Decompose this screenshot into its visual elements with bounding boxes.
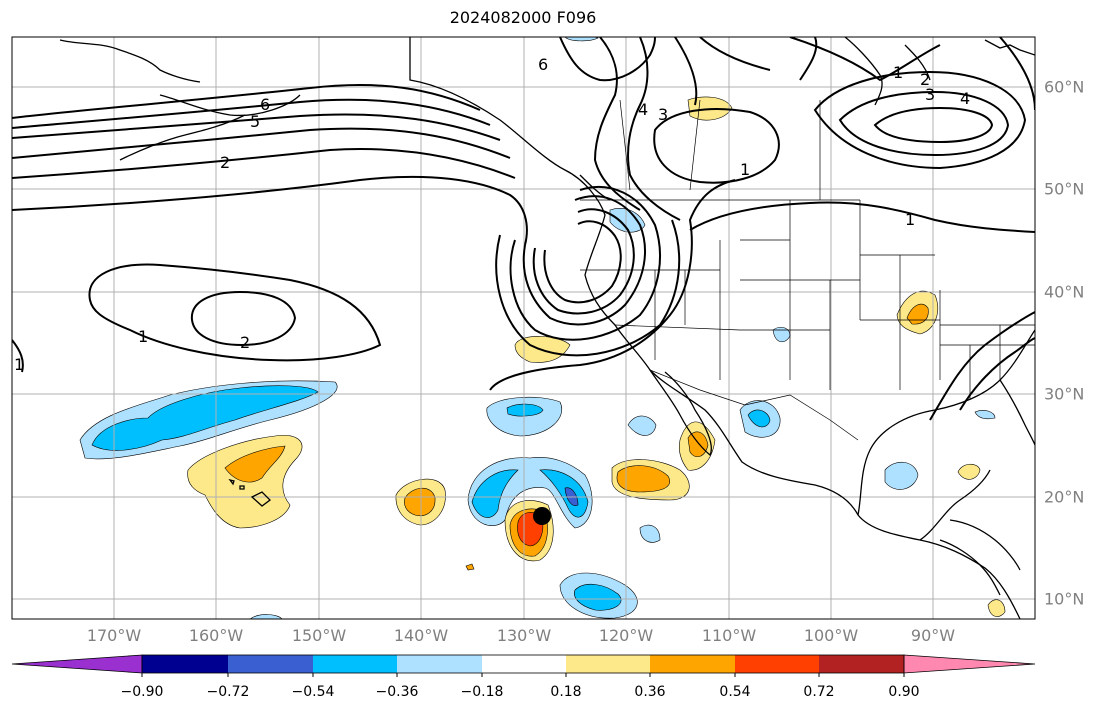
colorbar-swatch (566, 655, 650, 673)
contour-label: 4 (960, 89, 970, 108)
lat-label: 60°N (1044, 77, 1085, 97)
contour-label: 1 (14, 355, 24, 374)
colorbar-swatch (142, 655, 228, 673)
lon-label: 100°W (803, 626, 859, 645)
lon-label: 120°W (598, 626, 654, 645)
colorbar-tick-label: 0.72 (803, 684, 835, 700)
contour-label: 6 (260, 95, 270, 114)
map-frame (11, 36, 1036, 620)
contour-label-group: 6 5 2 1 2 6 4 3 1 1 2 3 4 1 1 (14, 55, 970, 374)
colorbar-swatch (819, 655, 904, 673)
lon-label: 160°W (188, 626, 244, 645)
contour-label: 4 (638, 100, 648, 119)
lon-label: 170°W (86, 626, 142, 645)
contour-label: 2 (920, 70, 930, 89)
political-borders (409, 37, 1035, 441)
contour-label: 1 (740, 160, 750, 179)
colorbar-over-arrow (903, 654, 1036, 674)
colorbar (11, 654, 1036, 677)
anomaly-shading (79, 37, 1006, 619)
contour-label: 3 (925, 85, 935, 104)
contour-label: 2 (220, 153, 230, 172)
lon-label: 90°W (910, 626, 956, 645)
graticule (12, 37, 1035, 619)
contour-label: 2 (240, 333, 250, 352)
contour-label: 1 (893, 63, 903, 82)
lat-label: 50°N (1044, 179, 1085, 199)
colorbar-tick-label: 0.18 (550, 684, 582, 700)
map-title: 2024082000 F096 (449, 8, 597, 27)
colorbar-swatch (735, 655, 819, 673)
colorbar-tick-label: 0.90 (888, 684, 920, 700)
contour-label: 5 (250, 112, 260, 131)
lon-label: 150°W (291, 626, 347, 645)
contour-lines (12, 37, 1035, 421)
lat-label: 20°N (1044, 487, 1085, 507)
colorbar-tick-label: −0.36 (375, 684, 419, 700)
lat-label: 10°N (1044, 589, 1085, 609)
colorbar-tick-label: −0.18 (460, 684, 504, 700)
contour-label: 6 (538, 55, 548, 74)
storm-center-marker (533, 507, 551, 525)
colorbar-tick-label: 0.54 (719, 684, 751, 700)
contour-label: 3 (658, 105, 668, 124)
lon-label: 130°W (496, 626, 552, 645)
lat-label: 30°N (1044, 384, 1085, 404)
colorbar-swatch (397, 655, 482, 673)
colorbar-tick-label: −0.90 (120, 684, 164, 700)
colorbar-tick-label: 0.36 (634, 684, 666, 700)
lon-label: 110°W (701, 626, 757, 645)
colorbar-swatch (482, 655, 566, 673)
contour-label: 1 (138, 327, 148, 346)
colorbar-swatch (228, 655, 313, 673)
colorbar-swatch (650, 655, 735, 673)
lat-label: 40°N (1044, 282, 1085, 302)
lon-label: 140°W (393, 626, 449, 645)
contour-label: 1 (905, 210, 915, 229)
colorbar-tick-label: −0.72 (206, 684, 250, 700)
colorbar-tick-label: −0.54 (291, 684, 335, 700)
colorbar-swatch (313, 655, 397, 673)
colorbar-under-arrow (11, 654, 143, 674)
